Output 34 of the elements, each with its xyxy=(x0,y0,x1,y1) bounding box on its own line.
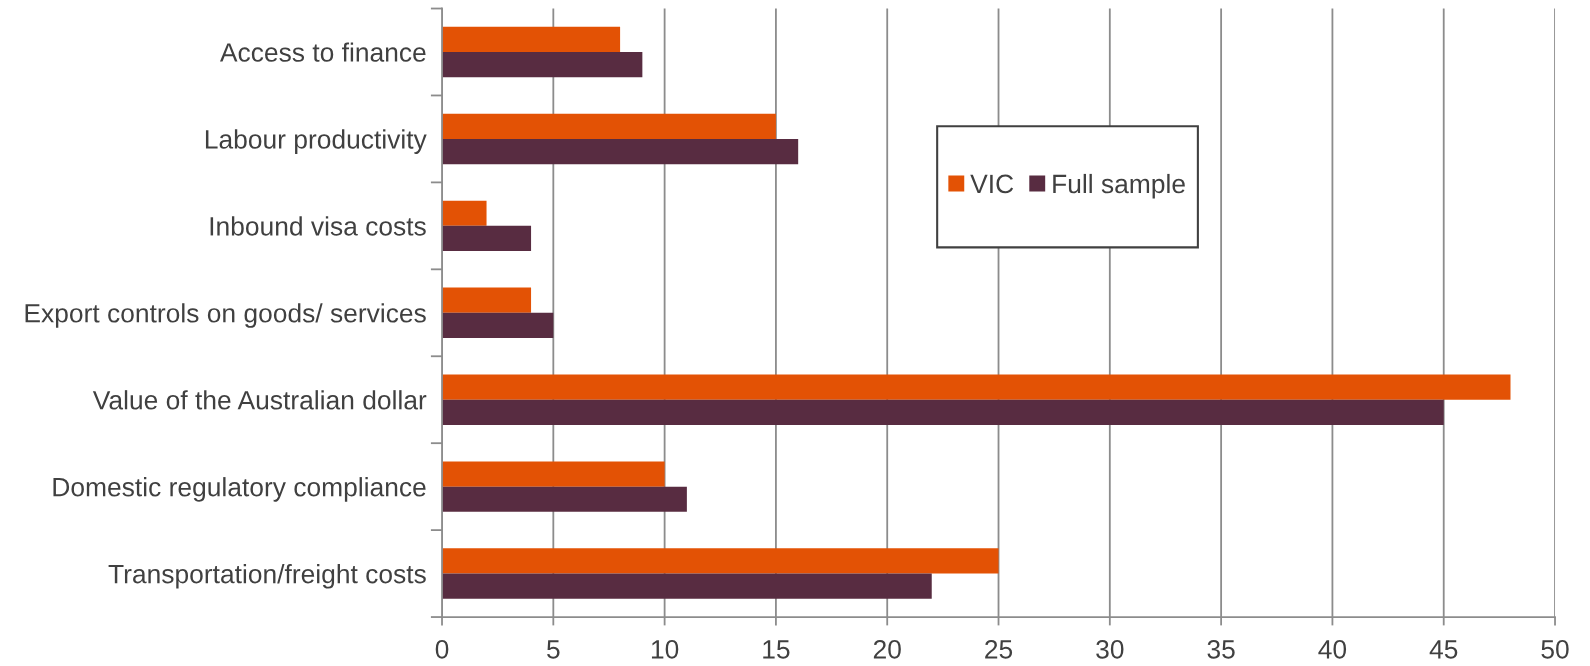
bar xyxy=(442,573,932,599)
legend-label: VIC xyxy=(970,174,1014,194)
legend-label: Full sample xyxy=(1053,173,1185,199)
bar xyxy=(442,374,1511,400)
x-tick-label: 50 xyxy=(1541,639,1569,659)
bar xyxy=(442,113,776,139)
bar xyxy=(442,26,621,52)
bar xyxy=(442,399,1444,425)
bar xyxy=(442,225,532,252)
y-tick-label: Access to finance xyxy=(219,42,426,62)
x-tick-label: 5 xyxy=(547,640,560,659)
x-tick-label: 20 xyxy=(873,639,901,659)
x-tick-label: 35 xyxy=(1207,639,1235,659)
y-tick-label: Transportation/freight costs xyxy=(108,564,426,589)
y-tick-label: Value of the Australian dollar xyxy=(92,390,427,410)
bar xyxy=(442,461,665,487)
y-tick-label: Export controls on goods/ services xyxy=(25,303,426,328)
x-tick-label: 0 xyxy=(435,639,449,659)
y-tick-label: Domestic regulatory compliance xyxy=(53,477,426,502)
x-tick-label: 15 xyxy=(763,640,790,659)
x-tick-label: 45 xyxy=(1429,640,1458,659)
x-tick-label: 25 xyxy=(985,639,1013,659)
bar xyxy=(442,312,554,338)
y-tick-label: Labour productivity xyxy=(205,129,427,154)
bar xyxy=(442,548,999,574)
x-tick-label: 40 xyxy=(1318,639,1347,659)
bar xyxy=(442,486,687,512)
x-tick-label: 10 xyxy=(651,639,679,659)
bar xyxy=(442,200,487,226)
bar xyxy=(442,138,799,165)
bar xyxy=(442,51,643,78)
y-tick-label: Inbound visa costs xyxy=(210,216,426,236)
bar xyxy=(442,287,532,313)
x-tick-label: 30 xyxy=(1096,639,1124,659)
